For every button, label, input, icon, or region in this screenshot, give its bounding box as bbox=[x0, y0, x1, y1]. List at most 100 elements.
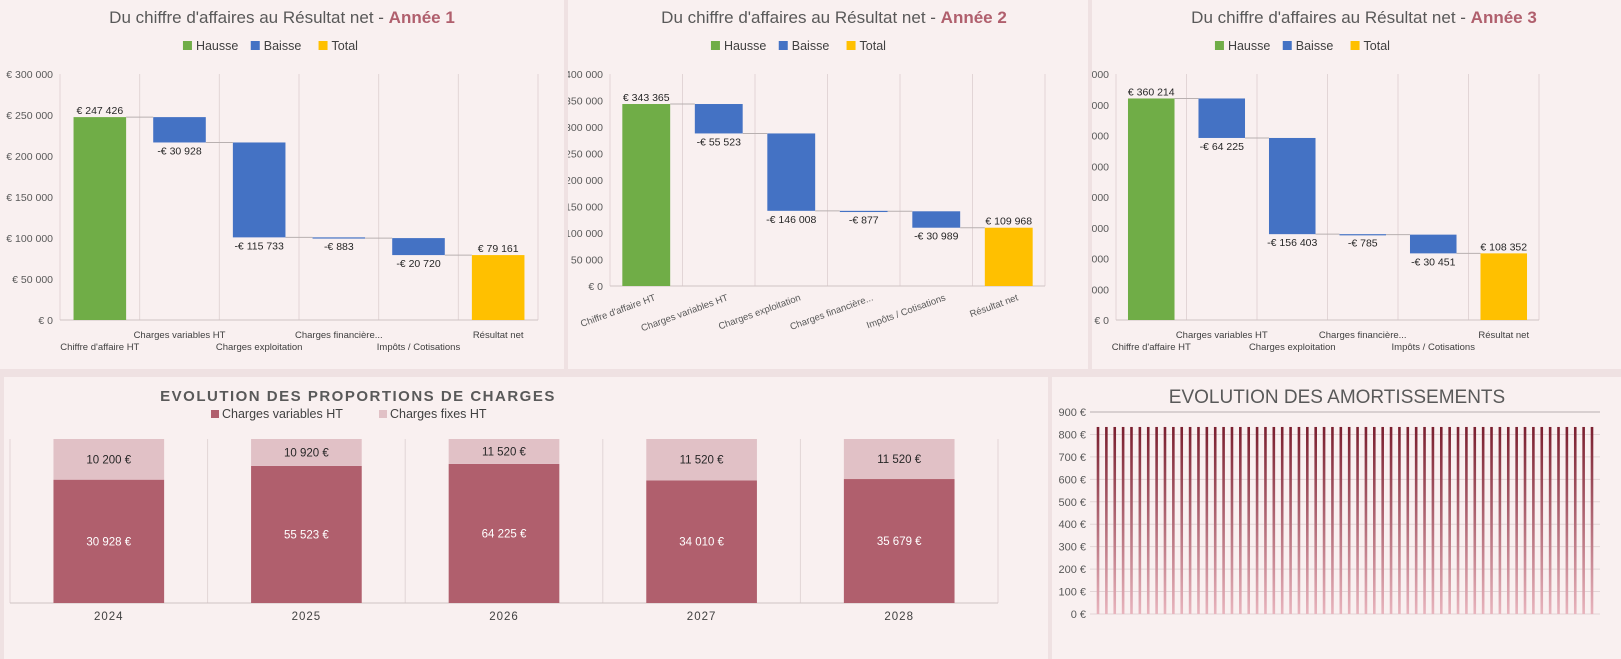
data-label-fixes: 10 200 € bbox=[86, 454, 131, 466]
proportions-chart: EVOLUTION DES PROPORTIONS DE CHARGES Cha… bbox=[9, 388, 999, 623]
amortissement-bar bbox=[1439, 426, 1443, 614]
chart-title: EVOLUTION DES AMORTISSEMENTS bbox=[1169, 387, 1505, 408]
y-tick-label: € 200 000 bbox=[568, 175, 603, 187]
amortissement-bar bbox=[1213, 426, 1217, 614]
amortissement-bar bbox=[1188, 426, 1192, 614]
data-label-fixes: 11 520 € bbox=[482, 446, 527, 458]
y-tick-label: 900 € bbox=[1058, 407, 1086, 419]
legend-swatch-baisse bbox=[250, 41, 260, 50]
amortissement-bar bbox=[1548, 426, 1552, 614]
waterfall-bar bbox=[232, 142, 286, 238]
data-label: € 247 426 bbox=[76, 105, 123, 117]
y-tick-label: € 200 000 bbox=[1092, 192, 1109, 204]
y-tick-label: 300 € bbox=[1058, 542, 1086, 554]
amortissement-bar bbox=[1523, 426, 1527, 614]
y-tick-label: € 300 000 bbox=[1092, 131, 1109, 143]
bar-charges-variables bbox=[53, 479, 165, 603]
waterfall-bar bbox=[767, 133, 816, 211]
legend-label-total: Total bbox=[332, 39, 358, 53]
legend-swatch-baisse bbox=[778, 41, 788, 50]
category-label: Charges financière... bbox=[789, 292, 875, 332]
waterfall-bar bbox=[912, 211, 961, 228]
amortissement-bar bbox=[1289, 426, 1292, 614]
data-label: -€ 20 720 bbox=[396, 258, 441, 270]
amortissement-bar bbox=[1205, 426, 1209, 614]
data-label: -€ 785 bbox=[1348, 238, 1378, 250]
amortissement-bar bbox=[1138, 426, 1142, 614]
y-tick-label: 500 € bbox=[1058, 497, 1086, 509]
amortissement-bar bbox=[1448, 426, 1451, 614]
category-label: Charges financière... bbox=[295, 330, 383, 341]
bar-charges-variables bbox=[843, 479, 955, 603]
category-label: Charges variables HT bbox=[1176, 330, 1268, 341]
waterfall-bar bbox=[153, 117, 206, 143]
category-label: Résultat net bbox=[1478, 330, 1529, 341]
legend-label-fixes: Charges fixes HT bbox=[390, 407, 487, 421]
amortissement-bar bbox=[1339, 426, 1343, 614]
amortissement-bar bbox=[1490, 426, 1493, 614]
amortissement-bar bbox=[1255, 426, 1259, 614]
amortissement-bar bbox=[1105, 426, 1108, 614]
bar-charges-variables bbox=[448, 463, 560, 603]
legend-swatch-hausse bbox=[182, 41, 192, 50]
data-label: € 79 161 bbox=[478, 243, 519, 255]
amortissement-bar bbox=[1314, 426, 1317, 614]
amortissement-bar bbox=[1239, 426, 1242, 614]
waterfall-chart-annee-2: Du chiffre d'affaires au Résultat net - … bbox=[568, 8, 1046, 334]
waterfall-bar bbox=[1268, 137, 1316, 235]
legend-label-baisse: Baisse bbox=[264, 39, 302, 53]
bar-charges-fixes bbox=[448, 439, 560, 464]
chart-title-main: Du chiffre d'affaires au Résultat net - bbox=[1191, 8, 1471, 27]
legend-swatch-total bbox=[318, 41, 328, 50]
amortissement-bar bbox=[1389, 426, 1393, 614]
y-tick-label: € 50 000 bbox=[1092, 284, 1109, 296]
y-tick-label: € 150 000 bbox=[1092, 223, 1109, 235]
amortissement-bar bbox=[1414, 426, 1418, 614]
amortissement-bar bbox=[1515, 426, 1518, 614]
data-label-variables: 34 010 € bbox=[679, 537, 724, 549]
amortissement-bar bbox=[1347, 426, 1351, 614]
legend-label-total: Total bbox=[1364, 39, 1390, 53]
category-label: 2024 bbox=[94, 611, 124, 623]
legend-label-total: Total bbox=[860, 39, 886, 53]
bar-charges-fixes bbox=[646, 439, 757, 481]
bar-charges-variables bbox=[251, 465, 362, 603]
legend-swatch-hausse bbox=[710, 41, 720, 50]
y-tick-label: € 50 000 bbox=[568, 255, 603, 267]
amortissement-bar bbox=[1180, 426, 1184, 614]
waterfall-bar bbox=[984, 227, 1033, 286]
amortissement-bar bbox=[1590, 426, 1594, 614]
data-label-fixes: 10 920 € bbox=[284, 447, 329, 459]
data-label: € 360 214 bbox=[1128, 86, 1175, 98]
data-label-fixes: 11 520 € bbox=[877, 454, 922, 466]
y-tick-label: 100 € bbox=[1058, 587, 1086, 599]
y-tick-label: € 200 000 bbox=[6, 151, 53, 163]
amortissement-bar bbox=[1506, 426, 1510, 614]
amortissement-bar bbox=[1473, 426, 1477, 614]
amortissement-bar bbox=[1113, 426, 1117, 614]
data-label: -€ 156 403 bbox=[1267, 237, 1317, 249]
y-tick-label: € 150 000 bbox=[6, 192, 53, 204]
data-label: -€ 877 bbox=[849, 214, 879, 226]
amortissement-bar bbox=[1306, 426, 1309, 614]
legend-swatch-fixes bbox=[379, 410, 387, 418]
data-label: € 108 352 bbox=[1480, 241, 1527, 253]
category-label: Charges variables HT bbox=[134, 330, 226, 341]
waterfall-bar bbox=[694, 104, 743, 134]
waterfall-bar bbox=[392, 238, 445, 256]
y-tick-label: € 350 000 bbox=[1092, 100, 1109, 112]
waterfall-bar bbox=[312, 237, 366, 239]
data-label-variables: 55 523 € bbox=[284, 529, 329, 541]
y-tick-label: € 0 bbox=[38, 315, 53, 327]
amortissement-bar bbox=[1272, 426, 1276, 614]
waterfall-bar bbox=[1409, 234, 1457, 254]
waterfall-chart-annee-1: Du chiffre d'affaires au Résultat net - … bbox=[6, 8, 539, 353]
waterfall-bar bbox=[1480, 253, 1528, 320]
category-label: 2025 bbox=[292, 611, 322, 623]
amortissement-bar bbox=[1130, 426, 1133, 614]
waterfall-panel-annee-3: Du chiffre d'affaires au Résultat net - … bbox=[1092, 0, 1621, 369]
y-tick-label: € 350 000 bbox=[568, 96, 603, 108]
bar-charges-fixes bbox=[843, 439, 955, 480]
amortissement-bar bbox=[1398, 426, 1401, 614]
amortissement-bar bbox=[1540, 426, 1544, 614]
